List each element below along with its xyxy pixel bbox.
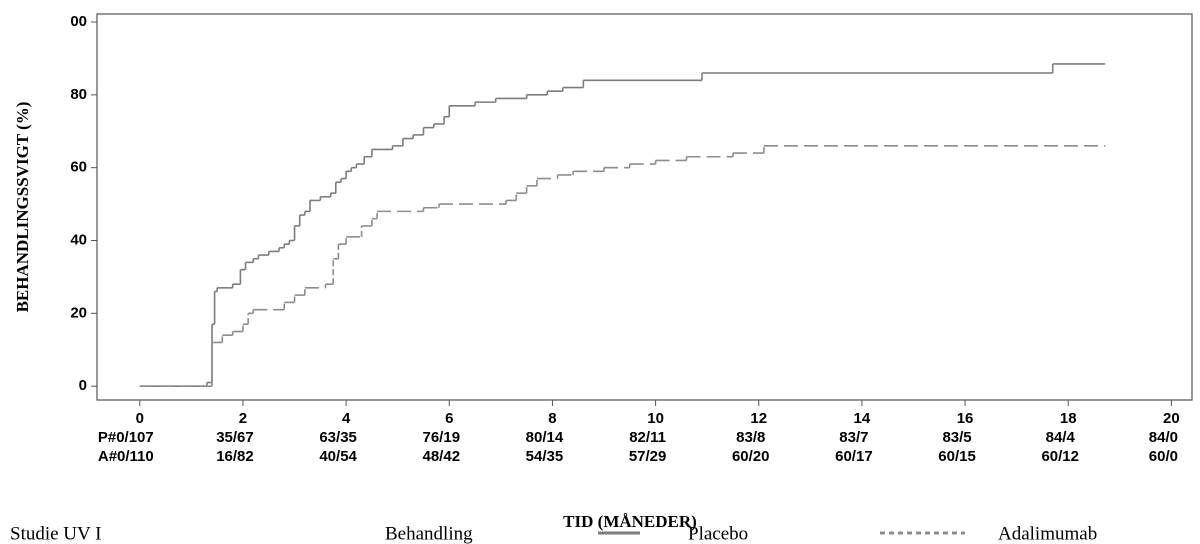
- risk-table-cell: 80/14: [526, 429, 564, 446]
- risk-table-cell: 83/8: [736, 429, 765, 446]
- risk-table-cell: 83/5: [942, 429, 971, 446]
- legend-label: Adalimumab: [998, 523, 1097, 544]
- x-tick-label: 18: [1060, 410, 1077, 427]
- y-tick-label: 40: [70, 231, 87, 248]
- x-tick-label: 16: [957, 410, 974, 427]
- risk-table-cell: 76/19: [423, 429, 461, 446]
- risk-table-cell: A#0/110: [98, 448, 154, 465]
- x-tick-label: 0: [136, 410, 144, 427]
- x-tick-label: 20: [1163, 410, 1180, 427]
- risk-table-cell: 84/0: [1149, 429, 1178, 446]
- risk-table-cell: 16/82: [216, 448, 254, 465]
- x-tick-label: 12: [750, 410, 767, 427]
- risk-table-cell: 60/20: [732, 448, 770, 465]
- x-tick-label: 6: [445, 410, 453, 427]
- risk-table-cell: 60/12: [1041, 448, 1079, 465]
- x-tick-label: 4: [342, 410, 351, 427]
- x-tick-label: 14: [854, 410, 871, 427]
- risk-table-cell: 54/35: [526, 448, 564, 465]
- y-tick-label: 00: [70, 13, 87, 30]
- legend-label: Placebo: [688, 523, 748, 544]
- risk-table-cell: 57/29: [629, 448, 667, 465]
- risk-table-cell: 40/54: [319, 448, 357, 465]
- plot-frame: [96, 13, 1193, 401]
- legend-title: Behandling: [385, 523, 473, 544]
- risk-table-cell: 84/4: [1046, 429, 1076, 446]
- risk-table-cell: 83/7: [839, 429, 868, 446]
- risk-table-cell: 60/17: [835, 448, 873, 465]
- risk-table-cell: 63/35: [319, 429, 357, 446]
- risk-table-cell: 82/11: [629, 429, 666, 446]
- y-tick-label: 80: [70, 86, 87, 103]
- x-tick-label: 10: [647, 410, 664, 427]
- y-tick-label: 20: [70, 304, 87, 321]
- y-tick-label: 0: [79, 377, 87, 394]
- risk-table-cell: 48/42: [423, 448, 461, 465]
- risk-table-cell: 60/0: [1149, 448, 1178, 465]
- x-tick-label: 8: [548, 410, 556, 427]
- y-axis-label: BEHANDLINGSSVIGT (%): [13, 102, 32, 313]
- risk-table-cell: 35/67: [216, 429, 254, 446]
- x-tick-label: 2: [239, 410, 247, 427]
- y-tick-label: 60: [70, 159, 87, 176]
- x-axis-label: TID (MÅNEDER): [563, 512, 697, 531]
- risk-table-cell: P#0/107: [98, 429, 154, 446]
- risk-table-cell: 60/15: [938, 448, 976, 465]
- study-label: Studie UV I: [10, 523, 101, 544]
